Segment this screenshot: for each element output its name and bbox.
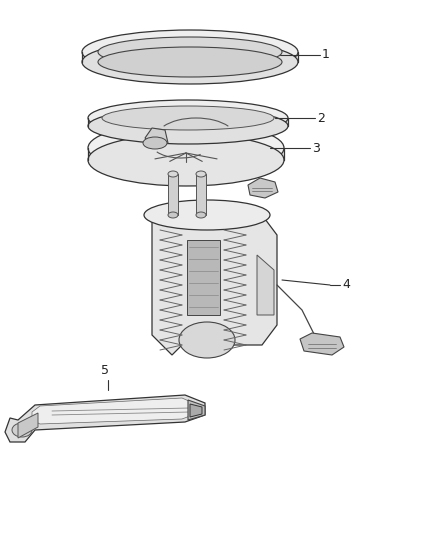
Polygon shape (32, 398, 198, 424)
Polygon shape (190, 404, 202, 417)
Ellipse shape (196, 171, 206, 177)
Ellipse shape (98, 47, 282, 77)
Text: 5: 5 (101, 364, 109, 377)
Polygon shape (18, 413, 38, 438)
Ellipse shape (168, 212, 178, 218)
Ellipse shape (82, 40, 298, 84)
Polygon shape (5, 395, 205, 442)
Polygon shape (300, 333, 344, 355)
Ellipse shape (88, 122, 284, 174)
Text: 4: 4 (342, 279, 350, 292)
Polygon shape (82, 52, 298, 62)
Polygon shape (168, 174, 178, 215)
Ellipse shape (143, 137, 167, 149)
Ellipse shape (168, 171, 178, 177)
Ellipse shape (179, 322, 235, 358)
Ellipse shape (196, 212, 206, 218)
Ellipse shape (12, 423, 32, 437)
Polygon shape (152, 215, 277, 355)
Polygon shape (196, 174, 206, 215)
Ellipse shape (102, 106, 274, 130)
Ellipse shape (98, 37, 282, 67)
Polygon shape (187, 240, 220, 315)
Ellipse shape (88, 108, 288, 144)
Ellipse shape (88, 134, 284, 186)
Ellipse shape (88, 100, 288, 136)
Text: 2: 2 (317, 111, 325, 125)
Polygon shape (257, 255, 274, 315)
Text: 1: 1 (322, 49, 330, 61)
Polygon shape (188, 400, 205, 420)
Ellipse shape (82, 30, 298, 74)
Polygon shape (88, 148, 284, 160)
Polygon shape (248, 178, 278, 198)
Polygon shape (145, 128, 168, 148)
Polygon shape (88, 118, 288, 126)
Ellipse shape (144, 200, 270, 230)
Text: 3: 3 (312, 141, 320, 155)
